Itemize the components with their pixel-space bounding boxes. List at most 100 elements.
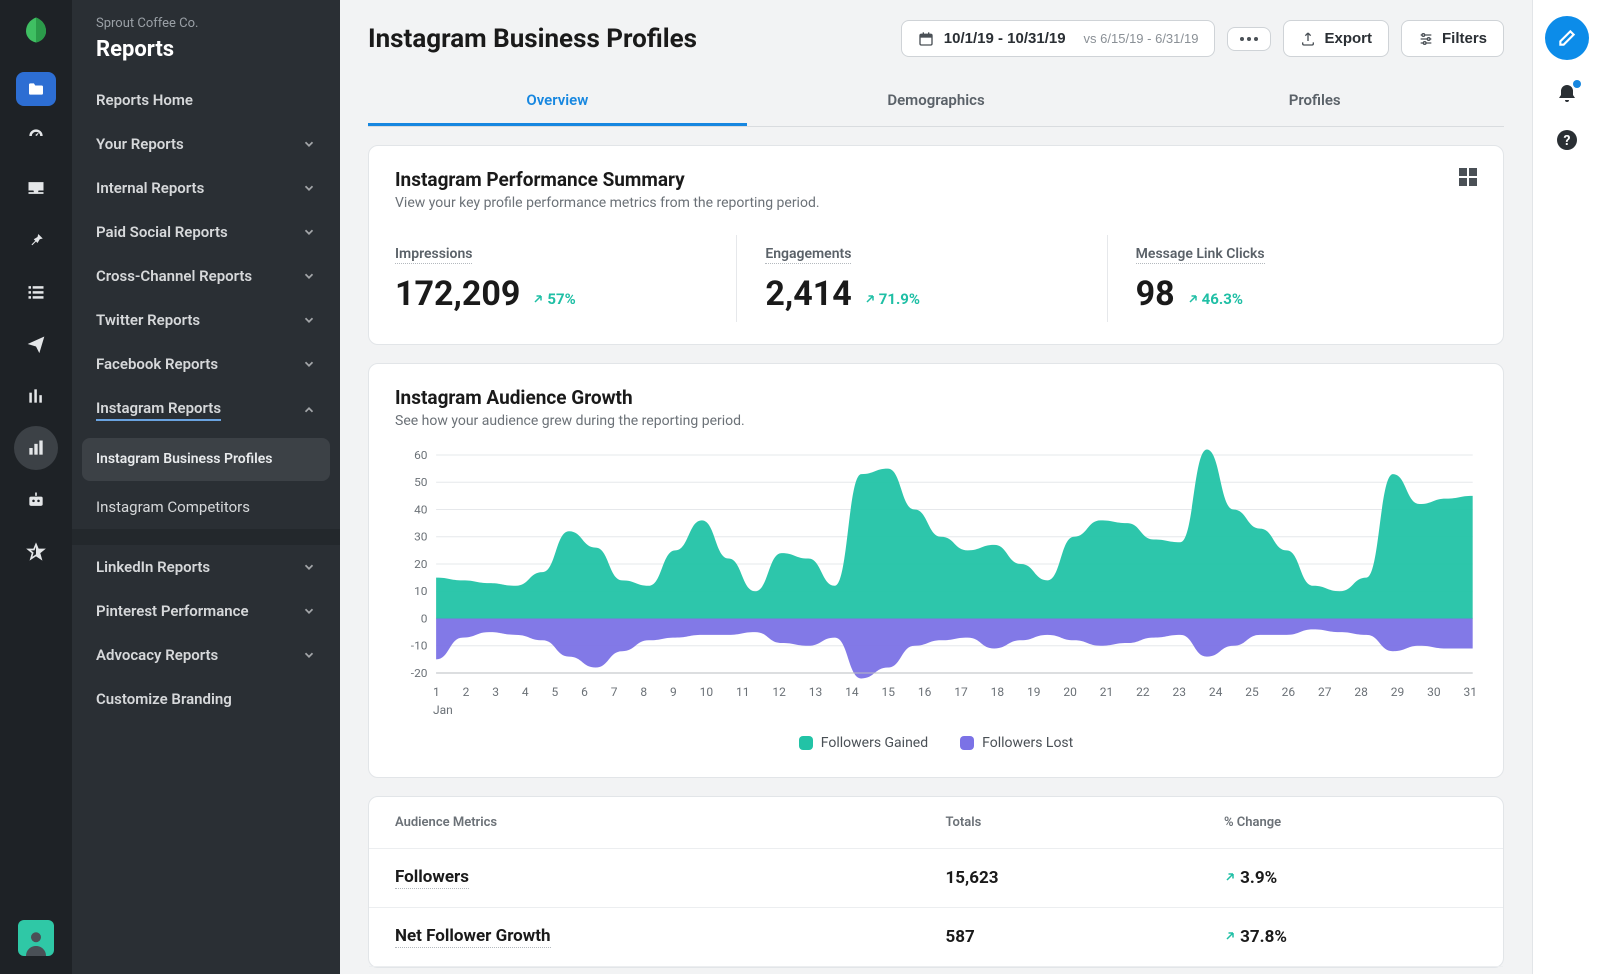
metric-value: 98 bbox=[1136, 274, 1175, 314]
metric-delta: 71.9% bbox=[864, 290, 920, 308]
rail-reports-icon[interactable] bbox=[14, 426, 58, 470]
sidebar-item-pinterest-performance[interactable]: Pinterest Performance bbox=[72, 589, 340, 633]
x-tick: 26 bbox=[1282, 685, 1296, 699]
x-tick: 5 bbox=[552, 685, 559, 699]
sidebar-item-facebook-reports[interactable]: Facebook Reports bbox=[72, 342, 340, 386]
sidebar-item-internal-reports[interactable]: Internal Reports bbox=[72, 166, 340, 210]
svg-text:30: 30 bbox=[414, 530, 427, 543]
rail-pin-icon[interactable] bbox=[14, 218, 58, 262]
export-label: Export bbox=[1324, 30, 1372, 47]
col-totals: Totals bbox=[920, 797, 1198, 849]
notification-dot bbox=[1573, 80, 1581, 88]
sidebar-item-paid-social-reports[interactable]: Paid Social Reports bbox=[72, 210, 340, 254]
tab-profiles[interactable]: Profiles bbox=[1125, 77, 1504, 126]
rail-inbox-icon[interactable] bbox=[14, 166, 58, 210]
x-tick: 12 bbox=[772, 685, 786, 699]
sidebar-item-your-reports[interactable]: Your Reports bbox=[72, 122, 340, 166]
rail-send-icon[interactable] bbox=[14, 322, 58, 366]
svg-text:40: 40 bbox=[414, 503, 427, 516]
sidebar-item-instagram-reports[interactable]: Instagram Reports bbox=[72, 386, 340, 434]
ellipsis-icon bbox=[1240, 37, 1258, 41]
metric-label: Message Link Clicks bbox=[1136, 246, 1265, 264]
performance-summary-card: Instagram Performance Summary View your … bbox=[368, 145, 1504, 345]
chevron-down-icon bbox=[302, 137, 316, 151]
right-rail: ? bbox=[1532, 0, 1600, 974]
row-change: 3.9% bbox=[1198, 849, 1503, 908]
sidebar-item-twitter-reports[interactable]: Twitter Reports bbox=[72, 298, 340, 342]
rail-star-icon[interactable] bbox=[14, 530, 58, 574]
compose-icon bbox=[1557, 28, 1577, 48]
date-range-label: 10/1/19 - 10/31/19 bbox=[944, 30, 1066, 47]
chevron-down-icon bbox=[302, 225, 316, 239]
rail-folder-icon[interactable] bbox=[16, 72, 56, 106]
chevron-down-icon bbox=[302, 181, 316, 195]
sidebar-item-customize-branding[interactable]: Customize Branding bbox=[72, 677, 340, 721]
x-tick: 24 bbox=[1209, 685, 1223, 699]
metric-label: Engagements bbox=[765, 246, 851, 264]
arrow-up-icon bbox=[864, 293, 876, 305]
metric-impressions: Impressions 172,209 57% bbox=[395, 235, 737, 322]
filters-button[interactable]: Filters bbox=[1401, 20, 1504, 57]
x-tick: 21 bbox=[1100, 685, 1114, 699]
company-name: Sprout Coffee Co. bbox=[96, 16, 316, 31]
svg-text:-10: -10 bbox=[411, 639, 428, 652]
growth-subtitle: See how your audience grew during the re… bbox=[395, 413, 1477, 429]
chevron-down-icon bbox=[302, 313, 316, 327]
x-tick: 10 bbox=[700, 685, 714, 699]
topbar: Instagram Business Profiles 10/1/19 - 10… bbox=[340, 0, 1532, 69]
chart-legend: Followers Gained Followers Lost bbox=[395, 735, 1477, 751]
tab-overview[interactable]: Overview bbox=[368, 77, 747, 126]
sidebar: Sprout Coffee Co. Reports Reports HomeYo… bbox=[72, 0, 340, 974]
x-tick: 28 bbox=[1354, 685, 1368, 699]
compose-button[interactable] bbox=[1545, 16, 1589, 60]
x-tick: 15 bbox=[882, 685, 896, 699]
svg-text:60: 60 bbox=[414, 449, 427, 462]
row-label: Followers bbox=[395, 867, 469, 889]
growth-title: Instagram Audience Growth bbox=[395, 386, 1477, 409]
chevron-up-icon bbox=[302, 403, 316, 417]
user-avatar[interactable] bbox=[18, 920, 54, 956]
x-tick: 27 bbox=[1318, 685, 1332, 699]
section-title: Reports bbox=[96, 37, 316, 62]
rail-gauge-icon[interactable] bbox=[14, 114, 58, 158]
chevron-down-icon bbox=[302, 357, 316, 371]
filters-label: Filters bbox=[1442, 30, 1487, 47]
sidebar-item-advocacy-reports[interactable]: Advocacy Reports bbox=[72, 633, 340, 677]
chevron-down-icon bbox=[302, 604, 316, 618]
notifications-icon[interactable] bbox=[1555, 82, 1579, 106]
sidebar-item-cross-channel-reports[interactable]: Cross-Channel Reports bbox=[72, 254, 340, 298]
table-view-icon[interactable] bbox=[1459, 168, 1477, 186]
metric-delta: 57% bbox=[532, 290, 575, 308]
date-range-button[interactable]: 10/1/19 - 10/31/19 vs 6/15/19 - 6/31/19 bbox=[901, 20, 1216, 57]
export-button[interactable]: Export bbox=[1283, 20, 1389, 57]
rail-equalizer-icon[interactable] bbox=[14, 374, 58, 418]
sidebar-item-reports-home[interactable]: Reports Home bbox=[72, 78, 340, 122]
tabs: Overview Demographics Profiles bbox=[368, 77, 1504, 127]
table-row: Followers 15,623 3.9% bbox=[369, 849, 1503, 908]
sidebar-subitem-instagram-competitors[interactable]: Instagram Competitors bbox=[72, 485, 340, 529]
x-tick: 30 bbox=[1427, 685, 1441, 699]
rail-bot-icon[interactable] bbox=[14, 478, 58, 522]
x-tick: 3 bbox=[492, 685, 499, 699]
chevron-down-icon bbox=[302, 648, 316, 662]
audience-metrics-card: Audience Metrics Totals % Change Followe… bbox=[368, 796, 1504, 968]
row-total: 15,623 bbox=[920, 849, 1198, 908]
sidebar-subitem-instagram-business-profiles[interactable]: Instagram Business Profiles bbox=[82, 438, 330, 481]
more-button[interactable] bbox=[1227, 27, 1271, 51]
chevron-down-icon bbox=[302, 560, 316, 574]
metric-value: 2,414 bbox=[765, 274, 851, 314]
tab-demographics[interactable]: Demographics bbox=[747, 77, 1126, 126]
rail-list-icon[interactable] bbox=[14, 270, 58, 314]
x-tick: 6 bbox=[581, 685, 588, 699]
row-total: 587 bbox=[920, 908, 1198, 967]
calendar-icon bbox=[918, 31, 934, 47]
sidebar-item-linkedin-reports[interactable]: LinkedIn Reports bbox=[72, 545, 340, 589]
x-tick: 9 bbox=[670, 685, 677, 699]
metric-message-link-clicks: Message Link Clicks 98 46.3% bbox=[1108, 235, 1477, 322]
export-icon bbox=[1300, 31, 1316, 47]
x-tick: 11 bbox=[736, 685, 750, 699]
lost-swatch bbox=[960, 736, 974, 750]
help-icon[interactable]: ? bbox=[1555, 128, 1579, 152]
audience-growth-card: Instagram Audience Growth See how your a… bbox=[368, 363, 1504, 778]
icon-rail bbox=[0, 0, 72, 974]
